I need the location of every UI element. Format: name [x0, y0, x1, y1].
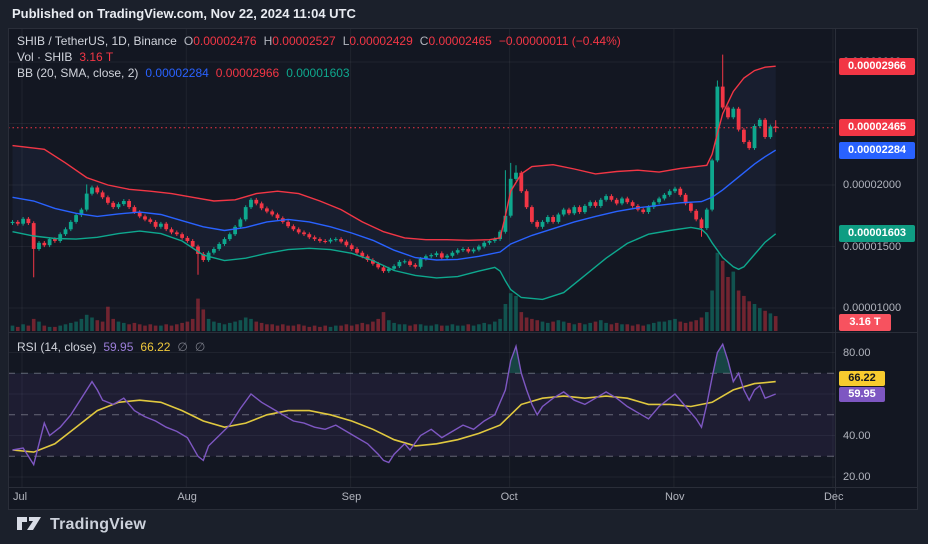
time-axis-label-jul: Jul	[13, 491, 28, 503]
legend-segment: 0.00002476	[193, 34, 257, 48]
tradingview-logo-icon	[16, 514, 42, 537]
brand-text: TradingView	[50, 516, 147, 533]
rsi-lines	[12, 342, 776, 467]
symbol-legend: SHIB / TetherUS, 1D, Binance O0.00002476 H…	[17, 34, 621, 49]
axis-label: 20.00	[843, 471, 871, 483]
axis-label: 80.00	[843, 346, 871, 359]
time-axis-label-nov: Nov	[664, 491, 685, 503]
chart-widget	[8, 28, 918, 510]
volume-series	[10, 252, 778, 332]
volume-legend: Vol · SHIB 3.16 T	[17, 50, 113, 65]
bollinger-fill	[12, 66, 776, 300]
legend-segment: O	[183, 34, 194, 48]
tradingview-brand[interactable]: TradingView	[16, 512, 146, 538]
legend-segment: L	[342, 34, 350, 48]
legend-segment: 3.16 T	[79, 50, 114, 64]
legend-segment: 0.00002465	[428, 34, 492, 48]
time-axis-label-dec: Dec	[823, 491, 844, 503]
time-axis-label-aug: Aug	[177, 491, 197, 503]
rsi-band-fill	[8, 373, 835, 457]
legend-segment: ∅	[194, 340, 206, 354]
candlestick-series	[10, 54, 778, 278]
legend-segment: BB (20, SMA, close, 2)	[17, 66, 139, 80]
legend-segment: C	[419, 34, 429, 48]
bb-lower-badge: 0.00001603	[839, 225, 915, 243]
legend-segment: 0.00001603	[286, 66, 350, 80]
volume-badge: 3.16 T	[839, 313, 891, 331]
last-price-badge: 0.00002465	[839, 119, 915, 137]
legend-segment: ∅	[177, 340, 188, 354]
legend-segment: 0.00002284	[145, 66, 209, 80]
time-axis-label-oct: Oct	[500, 491, 518, 503]
legend-segment: 66.22	[140, 340, 171, 354]
legend-segment: 59.95	[103, 340, 134, 354]
legend-segment: −0.00000011 (−0.44%)	[498, 34, 621, 48]
legend-segment: 0.00002527	[272, 34, 336, 48]
time-axis-label-sep: Sep	[341, 491, 362, 503]
bb-upper-badge: 0.00002966	[839, 57, 915, 75]
bb-basis-badge: 0.00002284	[839, 141, 915, 159]
legend-segment: Vol · SHIB	[17, 50, 73, 64]
axis-label: 40.00	[843, 429, 871, 442]
axis-label: 0.00001500	[843, 240, 902, 253]
legend-segment: RSI (14, close)	[17, 340, 97, 354]
published-caption: Published on TradingView.com, Nov 22, 20…	[12, 6, 356, 21]
axis-label: 0.00001000	[843, 302, 902, 314]
rsi-ma-badge: 66.22	[839, 370, 885, 386]
rsi-badge: 59.95	[839, 386, 885, 402]
rsi-legend: RSI (14, close) 59.95 66.22 ∅ ∅	[17, 340, 205, 355]
legend-segment: SHIB / TetherUS, 1D, Binance	[17, 34, 177, 48]
axis-label: 0.00002000	[843, 179, 902, 191]
legend-segment: 0.00002966	[215, 66, 280, 80]
legend-segment: H	[263, 34, 273, 48]
bollinger-legend: BB (20, SMA, close, 2) 0.00002284 0.000029…	[17, 66, 350, 81]
legend-segment: 0.00002429	[349, 34, 413, 48]
bollinger-bands	[12, 65, 777, 301]
